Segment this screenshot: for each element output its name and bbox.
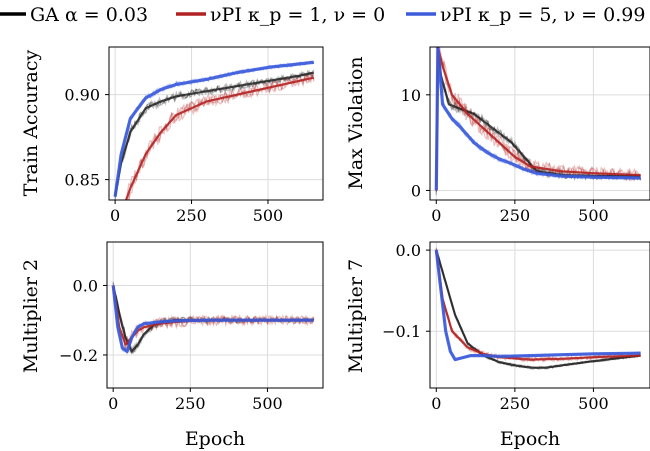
panel-4: 0 250 500 −0.1 0.0 Multiplier 7 Epoch [345,241,650,450]
panel-2: 0 250 500 0 10 Max Violation [345,46,650,225]
y-tick-label: 0.90 [64,86,100,105]
x-tick-label: 0 [108,394,118,413]
x-axis-label: Epoch [185,428,245,450]
x-tick-label: 0 [431,206,441,225]
y-axis-label: Multiplier 7 [345,259,367,373]
legend-label-2: νPI κ_p = 5, ν = 0.99 [440,4,645,26]
y-axis-label: Multiplier 2 [20,259,42,373]
panel-3: 0 250 500 −0.2 0.0 Multiplier 2 Epoch [20,241,324,450]
x-tick-label: 500 [253,206,284,225]
run-trace-1-1 [435,248,641,363]
x-tick-label: 250 [500,394,531,413]
x-axis-label: Epoch [500,428,560,450]
y-tick-label: −0.2 [59,346,98,365]
y-axis-label: Train Accuracy [20,50,42,197]
run-trace-0-1 [435,249,641,369]
y-tick-label: 0 [411,181,421,200]
run-trace-2-0 [114,60,315,197]
axes-frame [429,241,650,389]
series-line-1 [435,47,641,191]
y-tick-label: 0.85 [64,171,100,190]
plot-area [434,247,641,370]
run-trace-0-0 [435,249,641,370]
plot-area [113,60,315,200]
series-line-1 [124,76,315,200]
x-tick-label: 0 [110,206,120,225]
x-tick-label: 250 [176,206,207,225]
series-line-0 [435,249,641,369]
series-line-2 [434,249,641,362]
x-tick-label: 0 [431,394,441,413]
x-tick-label: 500 [578,206,609,225]
panel-1: 0 250 500 0.85 0.90 Train Accuracy [20,46,324,225]
y-tick-label: 0.0 [396,241,421,260]
plot-area [111,281,315,355]
series-line-2 [111,285,314,354]
run-trace-2-1 [114,60,315,198]
run-trace-1-0 [125,73,315,200]
plot-area [434,47,642,195]
x-tick-label: 500 [578,394,609,413]
y-tick-label: 0.0 [73,276,98,295]
axes-frame [108,46,324,201]
axes-frame [106,241,324,389]
x-tick-label: 500 [252,394,283,413]
y-tick-label: −0.1 [382,322,421,341]
run-trace-0-2 [435,249,641,370]
axes-frame [429,46,650,201]
legend: GA α = 0.03 νPI κ_p = 1, ν = 0 νPI κ_p = 5… [0,4,645,26]
x-tick-label: 250 [500,206,531,225]
series-line-2 [434,47,641,191]
x-tick-label: 250 [175,394,206,413]
run-trace-2-2 [114,60,315,200]
series-line-0 [114,71,315,197]
y-axis-label: Max Violation [345,56,367,189]
panels: 0 250 500 0.85 0.90 Train Accuracy 0 250 500 0 10 M… [20,46,650,450]
legend-label-0: GA α = 0.03 [30,4,148,26]
run-trace-1-2 [435,51,642,191]
series-line-2 [113,60,314,197]
y-tick-label: 10 [401,86,421,105]
run-trace-0-2 [114,69,315,194]
legend-label-1: νPI κ_p = 1, ν = 0 [210,4,385,26]
